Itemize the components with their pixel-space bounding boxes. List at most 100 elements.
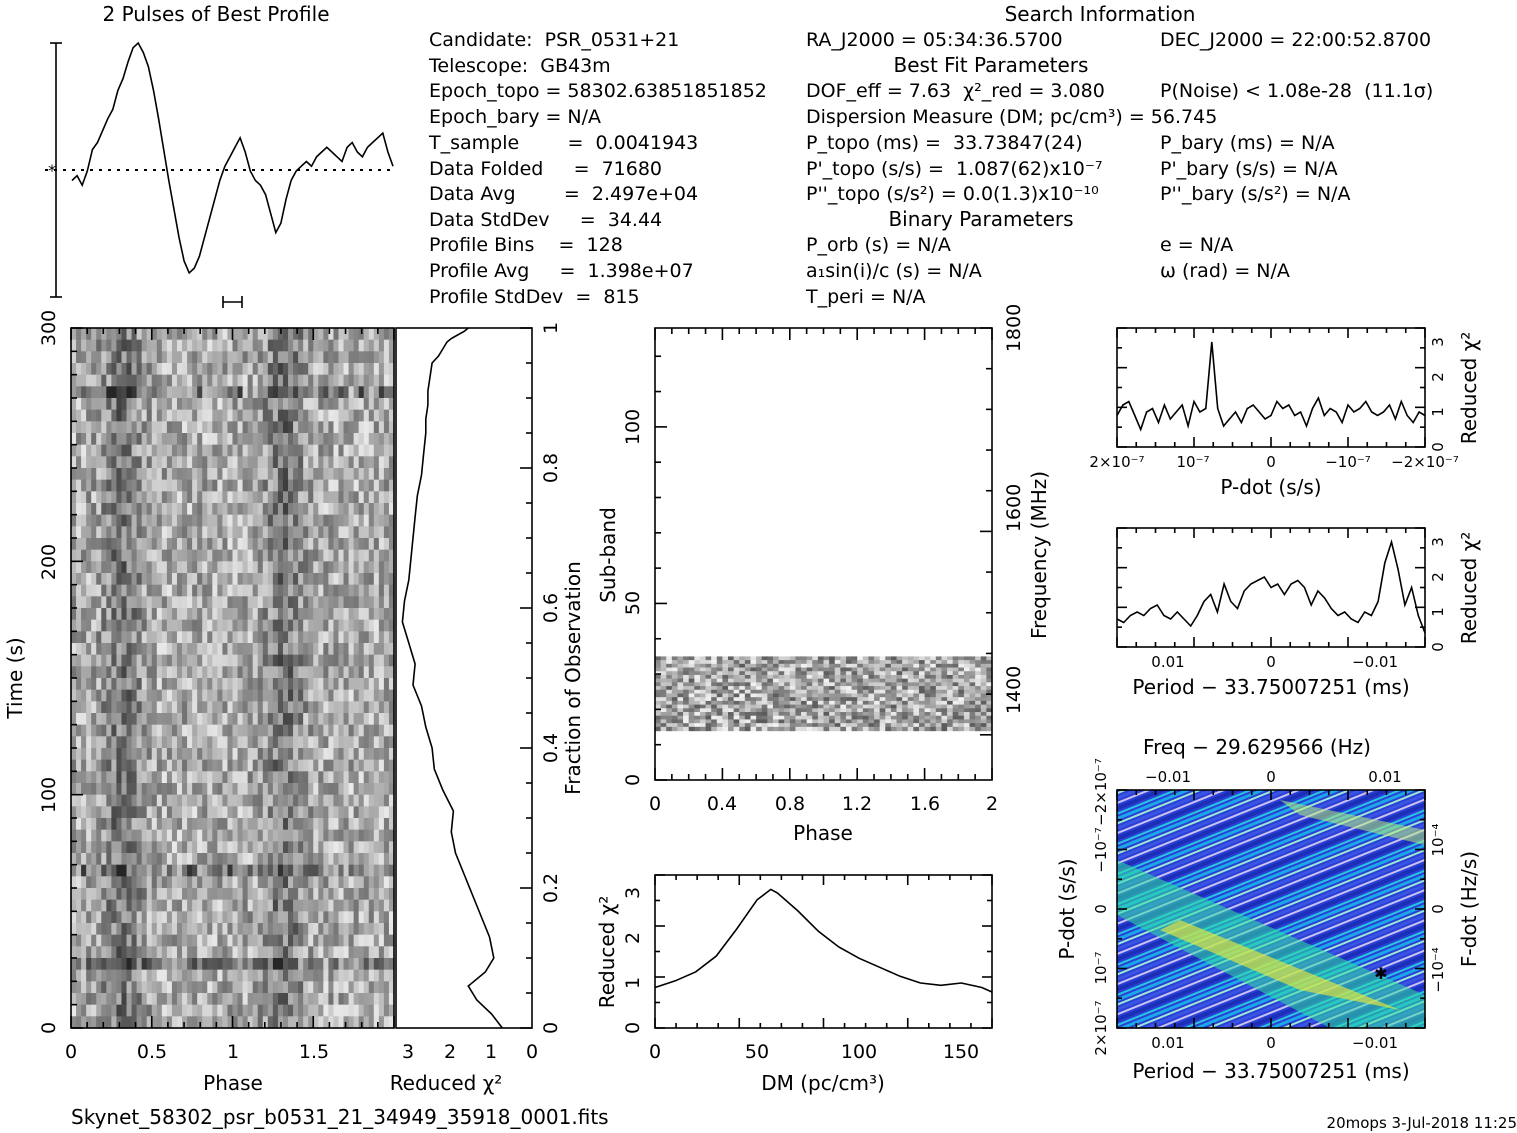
heat-cell [257, 981, 264, 994]
subband-cell [913, 682, 920, 687]
heat-cell [121, 503, 128, 516]
subband-cell [874, 689, 881, 695]
heat-cell [368, 993, 375, 1006]
heat-cell [81, 398, 87, 411]
heat-cell [313, 596, 319, 609]
heat-cell [373, 386, 380, 399]
heat-cell [262, 806, 269, 819]
heat-cell [338, 538, 345, 551]
heat-cell [131, 468, 138, 481]
heat-cell [383, 969, 390, 982]
subband-cell [969, 719, 976, 724]
heat-cell [146, 491, 153, 504]
subband-cell [868, 693, 875, 698]
heat-cell [237, 829, 244, 842]
heat-cell [192, 724, 198, 737]
heat-cell [161, 386, 168, 399]
heat-cell [182, 1004, 188, 1017]
heat-cell [76, 829, 82, 842]
heat-cell [373, 1016, 380, 1029]
heat-cell [91, 398, 97, 411]
heat-cell [303, 421, 309, 434]
heat-cell [288, 479, 294, 492]
heat-cell [363, 526, 370, 539]
heat-cell [237, 608, 244, 621]
heat-cell [76, 1004, 82, 1017]
heat-cell [363, 899, 370, 912]
subband-cell [801, 704, 808, 709]
heat-cell [71, 526, 77, 539]
heat-cell [81, 421, 87, 434]
subband-cell [789, 700, 797, 706]
subband-cell [958, 697, 965, 702]
subband-cell [902, 686, 909, 691]
heat-cell [187, 724, 193, 737]
subband-cell [772, 656, 780, 661]
heat-cell [267, 888, 274, 901]
heat-cell [237, 514, 244, 527]
heat-cell [111, 946, 118, 959]
heat-cell [308, 444, 314, 457]
heat-cell [116, 573, 123, 586]
subband-cell [744, 700, 752, 706]
heat-cell [338, 876, 345, 889]
heat-cell [328, 736, 335, 749]
subband-cell [812, 674, 819, 680]
heat-cell [106, 748, 112, 761]
heat-cell [141, 549, 148, 562]
heat-cell [161, 654, 168, 667]
subband-cell [857, 656, 864, 661]
heat-cell [207, 561, 213, 574]
heat-cell [151, 538, 158, 551]
subband-cell [840, 671, 847, 676]
heat-cell [222, 724, 229, 737]
heat-cell [86, 771, 92, 784]
heat-cell [308, 748, 314, 761]
heat-cell [187, 771, 193, 784]
heat-cell [212, 573, 218, 586]
heat-cell [252, 549, 259, 562]
heat-cell [217, 363, 224, 376]
subband-cell [767, 693, 774, 698]
heat-cell [313, 864, 319, 877]
heat-cell [217, 724, 224, 737]
heat-cell [202, 806, 208, 819]
heat-cell [166, 468, 173, 481]
heat-cell [192, 1004, 198, 1017]
subband-cell [980, 693, 987, 698]
heat-cell [378, 468, 385, 481]
heat-cell [343, 596, 350, 609]
subband-cell [756, 700, 763, 706]
heat-cell [171, 654, 178, 667]
heat-cell [187, 794, 193, 807]
heat-cell [272, 573, 279, 586]
heat-cell [86, 421, 92, 434]
subband-cell [778, 674, 785, 680]
subband-heatmap [655, 656, 993, 732]
heat-cell [161, 479, 168, 492]
heat-cell [338, 503, 345, 516]
subband-cell [857, 693, 864, 698]
heat-cell [323, 514, 329, 527]
heat-cell [262, 736, 269, 749]
heat-cell [86, 713, 92, 726]
heat-cell [106, 759, 112, 772]
subband-cell [688, 700, 695, 706]
heat-cell [96, 864, 102, 877]
subband-cell [660, 697, 667, 702]
heat-cell [232, 829, 239, 842]
heat-cell [262, 631, 269, 644]
heat-cell [242, 876, 249, 889]
heat-cell [252, 958, 259, 971]
heat-cell [202, 619, 208, 632]
heat-cell [388, 759, 395, 772]
heat-cell [81, 1016, 87, 1029]
heat-cell [358, 701, 365, 714]
heat-cell [282, 549, 289, 562]
subband-cell [801, 663, 808, 669]
heat-cell [232, 619, 239, 632]
subband-cell [845, 719, 853, 724]
heat-cell [308, 713, 314, 726]
heat-cell [96, 806, 102, 819]
heat-cell [182, 666, 188, 679]
